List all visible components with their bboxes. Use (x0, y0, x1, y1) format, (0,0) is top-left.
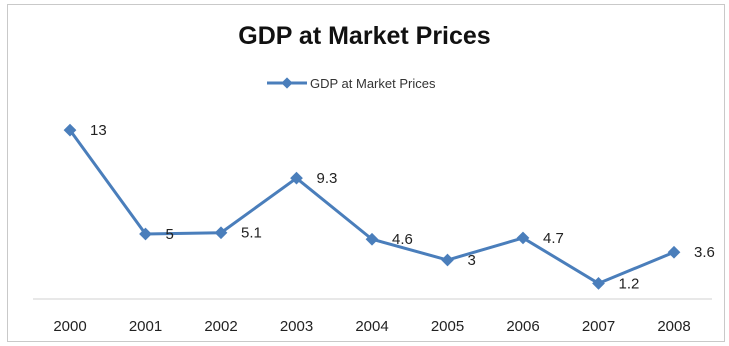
x-tick-label-2005: 2005 (431, 318, 464, 335)
data-label-2004: 4.6 (392, 231, 413, 248)
data-point-2007 (592, 277, 605, 290)
data-label-2007: 1.2 (619, 275, 640, 292)
x-tick-label-2006: 2006 (506, 318, 539, 335)
data-label-2003: 9.3 (317, 170, 338, 187)
series-line (68, 129, 675, 285)
data-point-2001 (139, 227, 152, 241)
x-tick-label-2000: 2000 (53, 318, 86, 335)
data-label-2002: 5.1 (241, 225, 262, 242)
data-point-2006 (516, 231, 530, 245)
chart-title: GDP at Market Prices (238, 22, 491, 50)
data-label-2000: 13 (90, 122, 107, 139)
x-tick-label-2002: 2002 (204, 318, 237, 335)
x-tick-label-2004: 2004 (355, 318, 388, 335)
series-gdp: 13 5 5.1 9.3 4.6 3 4.7 1.2 3.6 (63, 122, 715, 292)
x-tick-label-2008: 2008 (657, 318, 690, 335)
data-label-2008: 3.6 (694, 244, 715, 261)
chart-frame (7, 4, 725, 342)
data-label-2005: 3 (468, 252, 476, 269)
x-axis-tick-labels: 2000 2001 2002 2003 2004 2005 2006 2007 2008 (53, 318, 690, 335)
x-tick-label-2003: 2003 (280, 318, 313, 335)
x-tick-label-2007: 2007 (582, 318, 615, 335)
data-point-2008 (667, 245, 681, 259)
legend-marker (281, 77, 293, 89)
legend: GDP at Market Prices (267, 76, 436, 91)
legend-label: GDP at Market Prices (310, 76, 436, 91)
data-label-2006: 4.7 (543, 230, 564, 247)
data-point-2005 (441, 253, 454, 267)
data-point-2002 (214, 226, 228, 240)
data-label-2001: 5 (166, 226, 174, 243)
data-point-2004 (365, 232, 379, 246)
x-tick-label-2001: 2001 (129, 318, 162, 335)
data-point-2003 (290, 171, 303, 185)
